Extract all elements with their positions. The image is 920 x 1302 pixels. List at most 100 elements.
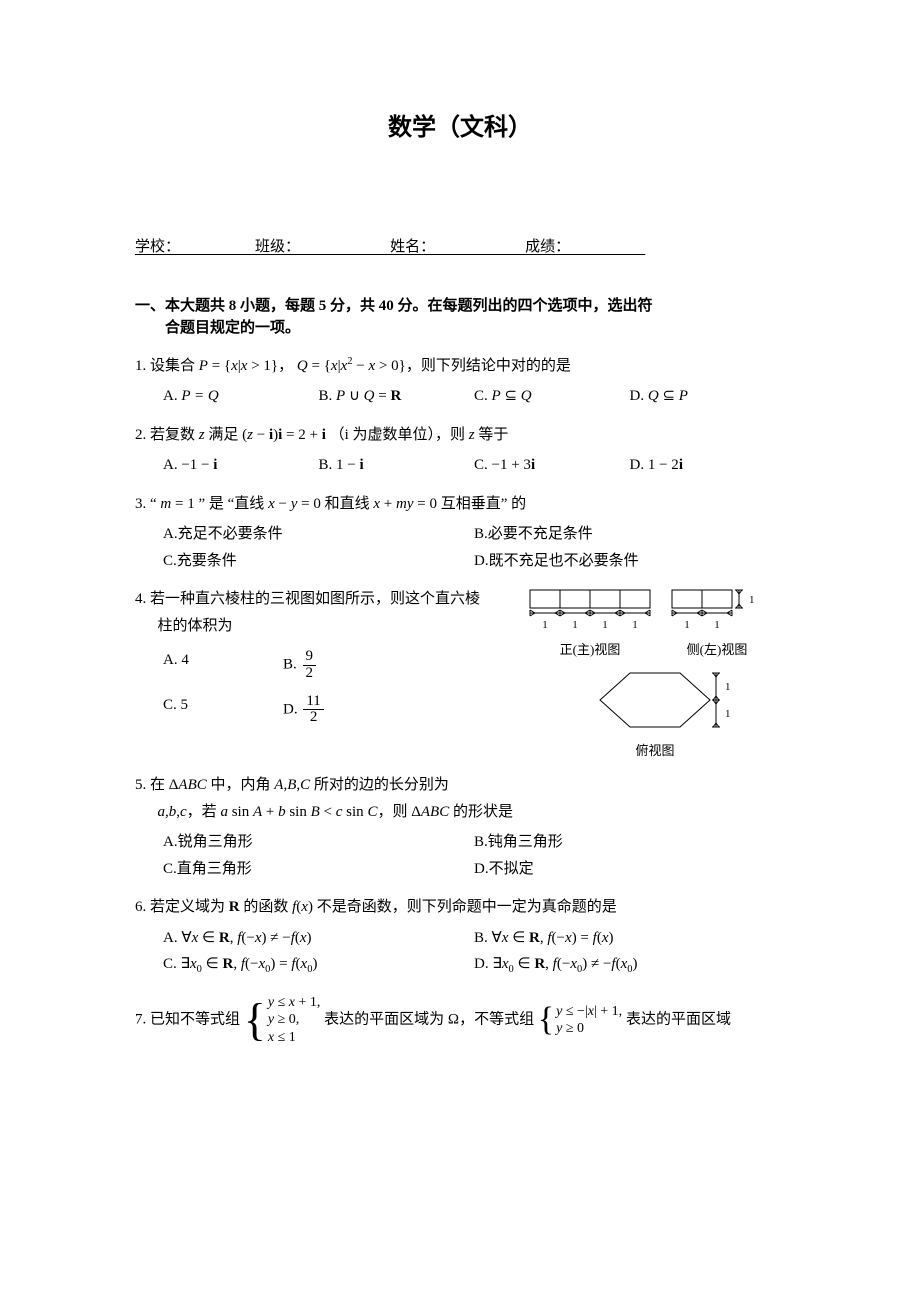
q7-sys1-l1: y ≤ x + 1, (268, 994, 321, 1012)
q3-opt-c: C.充要条件 (163, 548, 474, 575)
q1-b-label: B. (319, 388, 333, 404)
q4-opt-a: A. 4 (163, 643, 283, 688)
q7-omega: Ω (448, 1011, 459, 1027)
q3-e0b: = 0 (417, 496, 437, 512)
q5-B2: B (311, 804, 320, 820)
q1-minus: − (356, 358, 364, 374)
q4-tick-1a: 1 (542, 619, 548, 631)
section-line1: 一、本大题共 8 小题，每题 5 分，共 40 分。在每题列出的四个选项中，选出… (135, 298, 653, 314)
q5-B: B (287, 777, 296, 793)
q1-a-expr: P = Q (181, 388, 218, 404)
q3-opt-a: A.充足不必要条件 (163, 521, 474, 548)
q4-options: A. 4 B. 92 C. 5 D. 112 (135, 643, 525, 732)
q4-tick-1d: 1 (632, 619, 638, 631)
q2-z2: z (247, 427, 253, 443)
q4-side-view: 1 1 1 侧(左)视图 (667, 588, 767, 659)
q1-opt-b: B. P ∪ Q = R (319, 383, 475, 410)
q6-suffix: 不是奇函数，则下列命题中一定为真命题的是 (313, 899, 617, 915)
q7-brace1: { (244, 1002, 266, 1039)
q2-opt-a: A. −1 − i (163, 452, 319, 479)
q1-x3: x (331, 358, 338, 374)
q2-i2: i (278, 427, 282, 443)
q1-stem: 1. 设集合 P = {x|x > 1}， Q = {x|x2 − x > 0}… (135, 354, 785, 378)
q3-mid1: ” 是 “直线 (195, 496, 268, 512)
q3-x1: x (268, 496, 275, 512)
info-name: 姓名： (390, 236, 435, 259)
q6-b-label: B. (474, 930, 488, 946)
q4-side-tick-1a: 1 (684, 619, 690, 631)
q7-sys2-lines: y ≤ −|x| + 1, y ≥ 0 (556, 1003, 622, 1038)
q4-a-val: 4 (181, 652, 189, 668)
info-class: 班级： (255, 236, 300, 259)
q6-d-label: D. (474, 956, 489, 972)
q6-a-expr: ∀x ∈ R, f(−x) ≠ −f(x) (181, 930, 311, 946)
q4-front-label: 正(主)视图 (525, 640, 655, 660)
q5-asinA: a (220, 804, 228, 820)
question-6: 6. 若定义域为 R 的函数 f(x) 不是奇函数，则下列命题中一定为真命题的是… (135, 896, 785, 980)
q4-stem: 4. 若一种直六棱柱的三视图如图所示，则这个直六棱 柱的体积为 (135, 588, 525, 637)
q4-front-view: 1 1 1 1 正(主)视图 (525, 588, 655, 659)
q2-c-label: C. (474, 457, 488, 473)
q6-b-expr: ∀x ∈ R, f(−x) = f(x) (492, 930, 614, 946)
q4-top-view: 1 1 俯视图 (580, 665, 730, 760)
q2-opt-b: B. 1 − i (319, 452, 475, 479)
q3-m: m (160, 496, 171, 512)
q1-opt-a: A. P = Q (163, 383, 319, 410)
q4-a-label: A. (163, 652, 178, 668)
q2-opt-d: D. 1 − 2i (630, 452, 786, 479)
q4-b-frac: 92 (303, 649, 317, 682)
q4-line2: 柱的体积为 (135, 615, 525, 638)
q3-prefix: 3. “ (135, 496, 160, 512)
q4-tick-1b: 1 (572, 619, 578, 631)
q1-options: A. P = Q B. P ∪ Q = R C. P ⊆ Q D. Q ⊆ P (135, 383, 785, 410)
q2-d-expr: 1 − 2i (648, 457, 683, 473)
q6-prefix: 6. 若定义域为 (135, 899, 229, 915)
q2-c-expr: −1 + 3i (492, 457, 536, 473)
q4-top-tick-1a: 1 (725, 681, 730, 693)
q3-p: + (384, 496, 392, 512)
q6-x: x (301, 899, 308, 915)
question-4: 4. 若一种直六棱柱的三视图如图所示，则这个直六棱 柱的体积为 A. 4 B. … (135, 588, 785, 760)
q6-d-expr: ∃x0 ∈ R, f(−x0) ≠ −f(x0) (492, 956, 637, 972)
q4-d-den: 2 (303, 710, 323, 726)
q1-x2: x (241, 358, 248, 374)
section-heading: 一、本大题共 8 小题，每题 5 分，共 40 分。在每题列出的四个选项中，选出… (135, 295, 785, 340)
q5-abc2: ABC (421, 804, 449, 820)
q6-mid: 的函数 (240, 899, 293, 915)
q7-sys2-l2: y ≥ 0 (556, 1020, 622, 1038)
q3-suffix: 互相垂直” 的 (437, 496, 526, 512)
q5-l2-prefix: ，若 (187, 804, 221, 820)
q2-opt-c: C. −1 + 3i (474, 452, 630, 479)
q4-figure: 1 1 1 1 正(主)视图 (525, 588, 785, 760)
q1-x1: x (231, 358, 238, 374)
q2-b-label: B. (319, 457, 333, 473)
q3-m1: − (278, 496, 286, 512)
q7-sys1-lines: y ≤ x + 1, y ≥ 0, x ≤ 1 (268, 994, 321, 1047)
q4-wrap: 4. 若一种直六棱柱的三视图如图所示，则这个直六棱 柱的体积为 A. 4 B. … (135, 588, 785, 760)
q4-top-tick-1b: 1 (725, 708, 730, 720)
question-3: 3. “ m = 1 ” 是 “直线 x − y = 0 和直线 x + my … (135, 493, 785, 575)
q2-d-label: D. (630, 457, 645, 473)
q4-line1: 4. 若一种直六棱柱的三视图如图所示，则这个直六棱 (135, 591, 480, 607)
q4-b-den: 2 (303, 666, 317, 682)
q6-R: R (229, 899, 240, 915)
q2-mid: 满足 (205, 427, 243, 443)
q3-options: A.充足不必要条件 B.必要不充足条件 C.充要条件 D.既不充足也不必要条件 (135, 521, 785, 574)
q5-c: c (180, 804, 187, 820)
q4-b-num: 9 (303, 649, 317, 666)
q5-opt-c: C.直角三角形 (163, 856, 474, 883)
question-1: 1. 设集合 P = {x|x > 1}， Q = {x|x2 − x > 0}… (135, 354, 785, 410)
q1-d-sub: ⊆ (662, 388, 675, 404)
q7-mid: 表达的平面区域为 (324, 1011, 448, 1027)
q6-stem: 6. 若定义域为 R 的函数 f(x) 不是奇函数，则下列命题中一定为真命题的是 (135, 896, 785, 919)
q2-eq: = 2 + (286, 427, 318, 443)
side-view-svg: 1 1 1 (667, 588, 767, 634)
q5-sin2: sin (289, 804, 307, 820)
q5-tri1: Δ (169, 777, 179, 793)
q5-l2-mid: ，则 (377, 804, 411, 820)
q5-plus: + (266, 804, 274, 820)
q5-tri2: Δ (411, 804, 421, 820)
q7-sys1: { y ≤ x + 1, y ≥ 0, x ≤ 1 (244, 994, 321, 1047)
section-line2: 合题目规定的一项。 (135, 317, 785, 340)
q7-stem: 7. 已知不等式组 { y ≤ x + 1, y ≥ 0, x ≤ 1 表达的平… (135, 994, 785, 1047)
